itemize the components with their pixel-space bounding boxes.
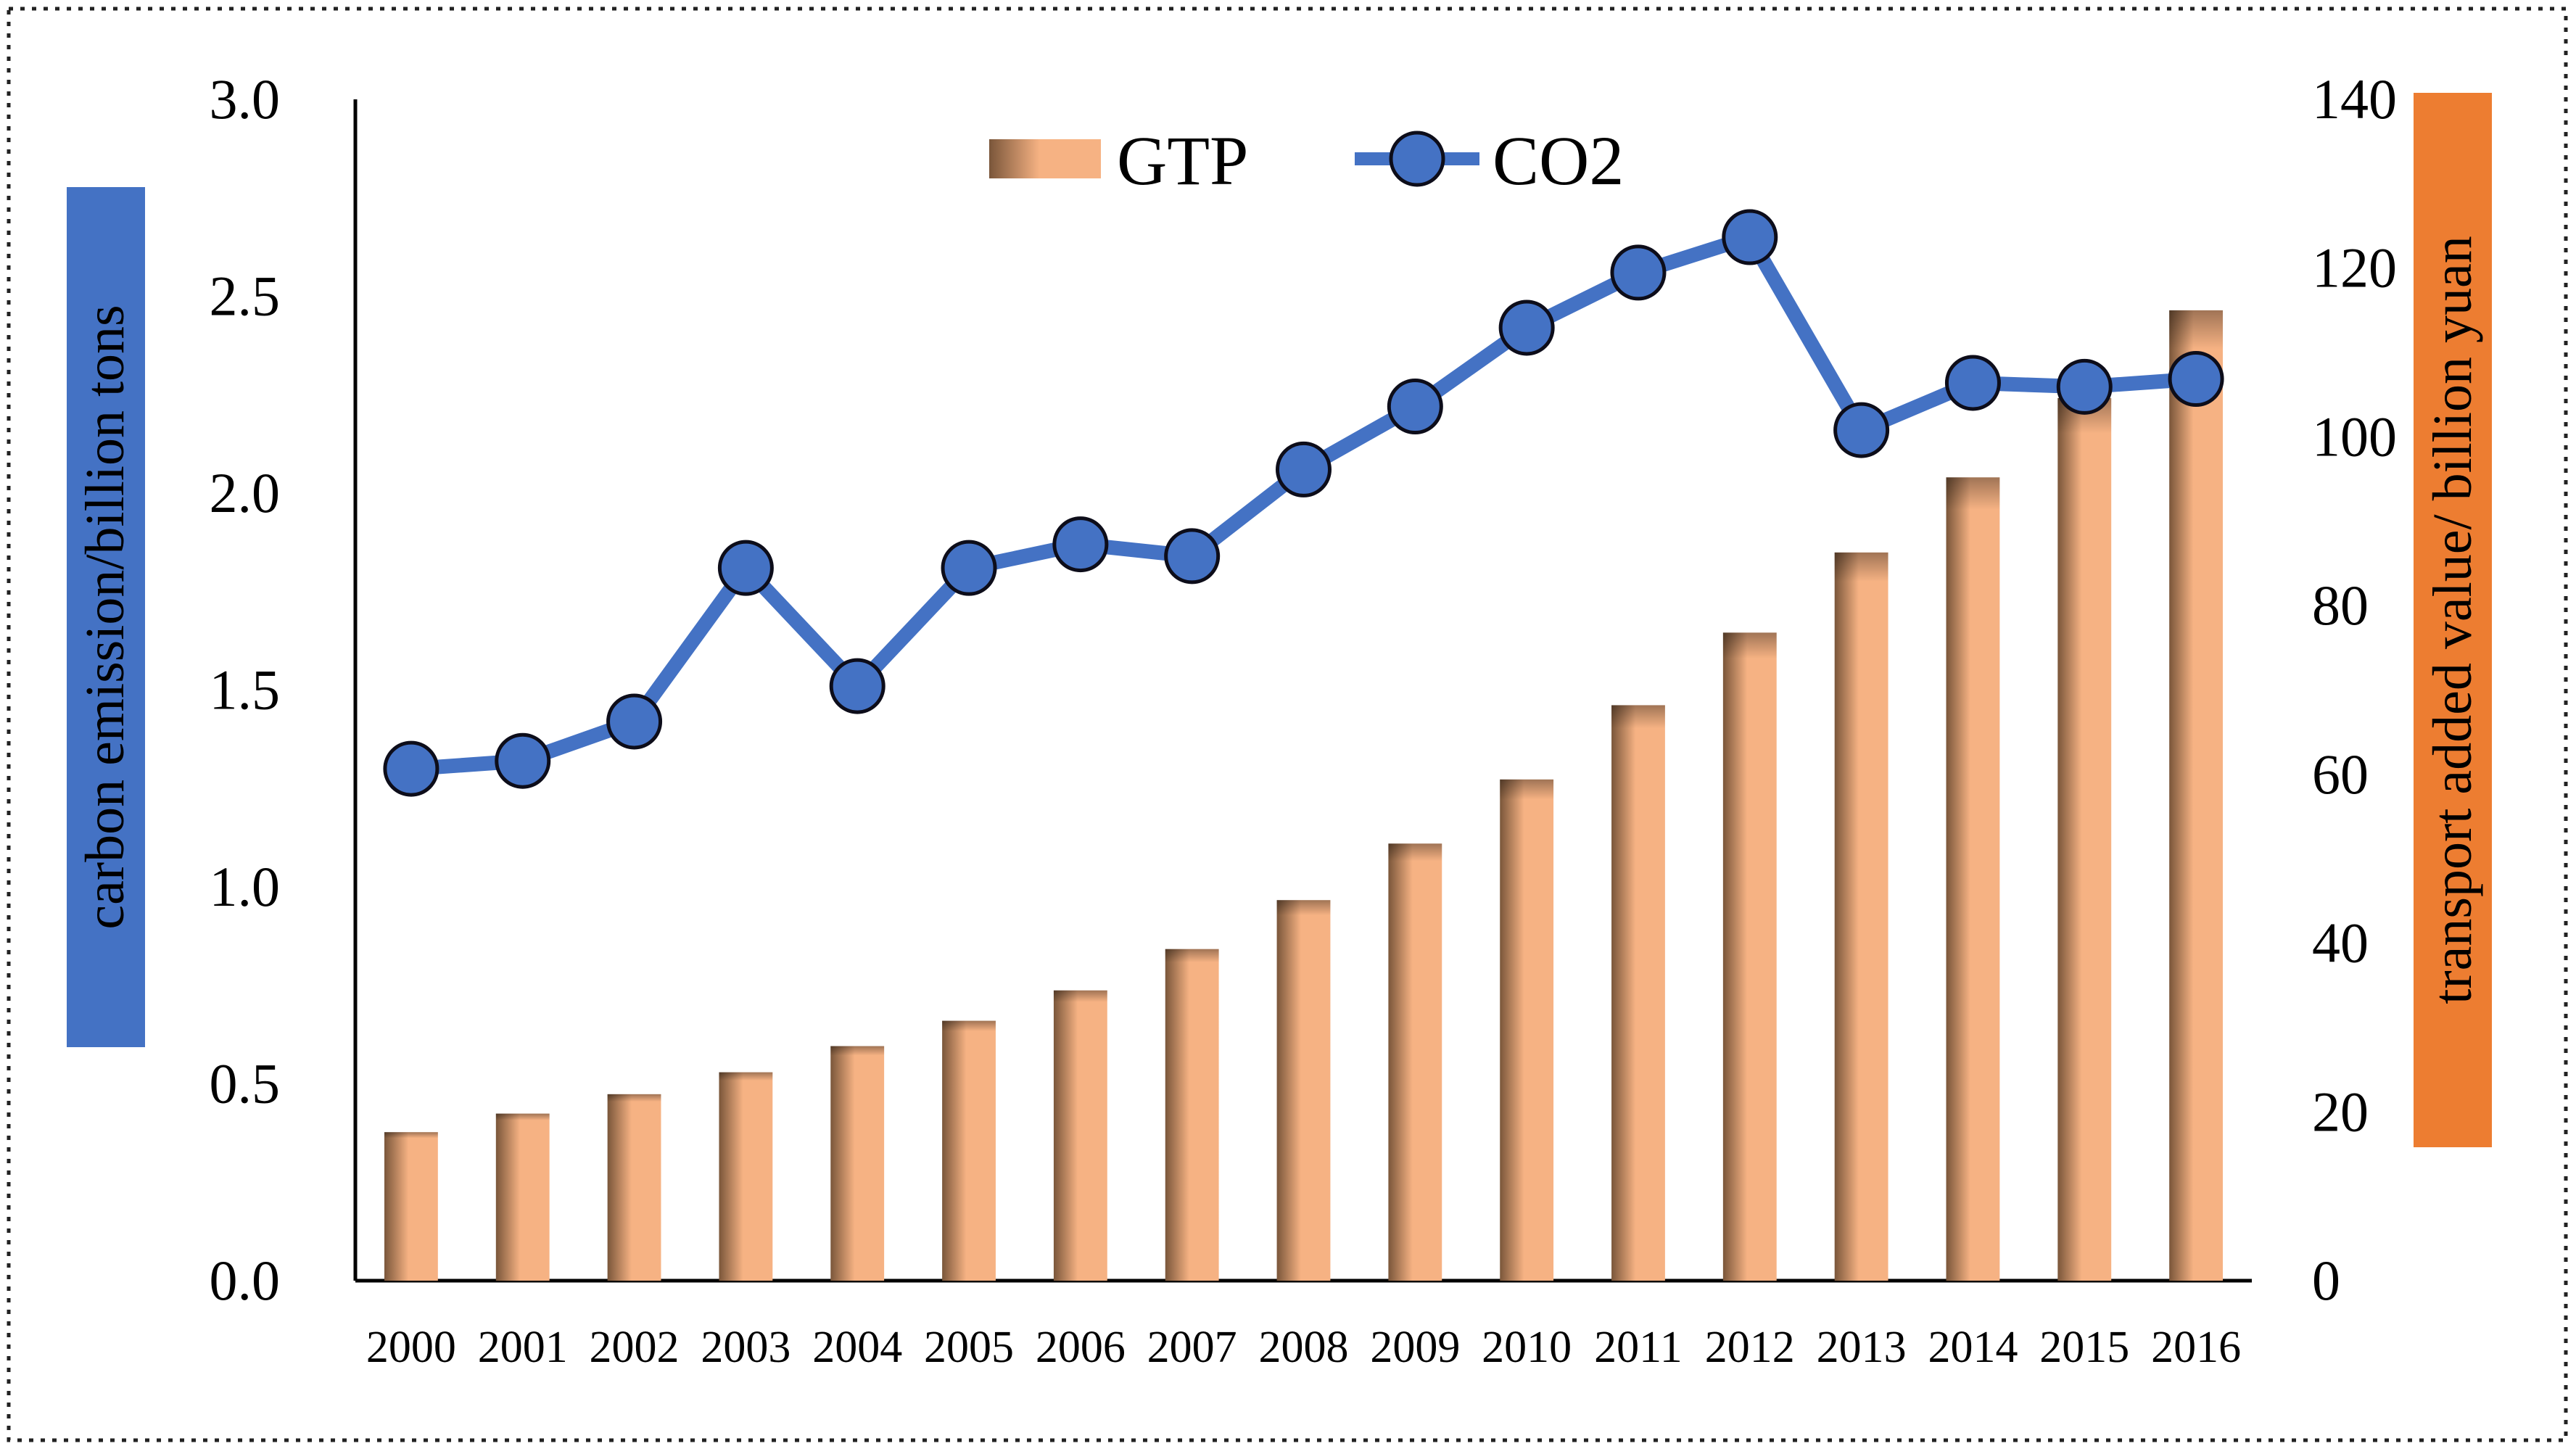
co2-point (1498, 300, 1555, 356)
gtp-bar-shade (607, 1094, 661, 1281)
gtp-bar-shade (1165, 949, 1219, 1281)
y-right-tick-label: 20 (2312, 1080, 2369, 1143)
x-tick-label: 2001 (478, 1323, 568, 1372)
gtp-bar-shade (1500, 779, 1554, 1281)
co2-line-series (383, 209, 2224, 797)
co2-point (1833, 402, 1890, 458)
gtp-bars (384, 310, 2224, 1281)
y-left-label-box: carbon emission/billion tons (67, 187, 145, 1047)
x-tick-label: 2006 (1036, 1323, 1126, 1372)
chart-frame (7, 7, 2568, 1442)
legend-gtp-swatch (989, 139, 1101, 178)
x-tick-label: 2003 (701, 1323, 790, 1372)
co2-point (1610, 244, 1667, 301)
legend-co2-label: CO2 (1493, 122, 1624, 199)
x-tick-label: 2010 (1482, 1323, 1572, 1372)
y-left-tick-label: 0.5 (210, 1052, 281, 1115)
gtp-bar-shade (1053, 990, 1107, 1281)
gtp-bar-shade (830, 1046, 885, 1281)
y-left-tick-label: 1.0 (210, 855, 281, 918)
x-tick-label: 2012 (1705, 1323, 1795, 1372)
co2-point (1944, 355, 2001, 411)
gtp-bar-shade (1946, 477, 2000, 1281)
gtp-bar-shade (1611, 705, 1665, 1281)
co2-point (1052, 516, 1109, 573)
co2-point (829, 658, 886, 714)
y-right-tick-label: 140 (2312, 67, 2397, 131)
y-right-tick-label: 100 (2312, 405, 2397, 468)
x-tick-label: 2008 (1259, 1323, 1349, 1372)
x-tick-label: 2002 (590, 1323, 680, 1372)
x-tick-label: 2005 (924, 1323, 1014, 1372)
gtp-bar-shade (2057, 397, 2112, 1281)
gtp-bar-shade (942, 1020, 996, 1281)
co2-point (1387, 379, 1443, 435)
y-left-tick-label: 1.5 (210, 658, 281, 722)
gtp-bar-shade (1388, 843, 1442, 1281)
gtp-bar-shade (1722, 632, 1777, 1281)
y-right-tick-label: 80 (2312, 574, 2369, 637)
gtp-bar-shade (2169, 310, 2224, 1281)
gtp-bar-shade (384, 1132, 438, 1281)
y-left-tick-label: 2.5 (210, 265, 281, 328)
co2-line (410, 230, 2197, 777)
gtp-bar-shade (1276, 900, 1331, 1281)
co2-point (383, 740, 439, 797)
legend: GTP CO2 (989, 122, 1624, 199)
tick-labels: 0.0 0.5 1.0 1.5 2.0 2.5 3.0 0 20 40 60 80 100 120 140 2… (210, 67, 2398, 1372)
x-tick-label: 2009 (1370, 1323, 1460, 1372)
y-left-tick-label: 2.0 (210, 461, 281, 524)
co2-point (495, 732, 551, 789)
co2-point (2056, 358, 2113, 415)
gtp-bar-shade (719, 1072, 773, 1281)
x-tick-label: 2004 (812, 1323, 902, 1372)
y-right-tick-label: 40 (2312, 912, 2369, 975)
y-right-tick-label: 0 (2312, 1249, 2340, 1312)
co2-point (1164, 528, 1221, 585)
x-tick-label: 2014 (1928, 1323, 2018, 1372)
legend-co2-marker (1389, 131, 1445, 187)
x-tick-label: 2007 (1147, 1323, 1237, 1372)
x-tick-label: 2016 (2151, 1323, 2241, 1372)
co2-point (941, 540, 997, 596)
x-tick-label: 2013 (1817, 1323, 1907, 1372)
y-left-axis-label: carbon emission/billion tons (75, 305, 136, 929)
y-left-tick-label: 0.0 (210, 1249, 281, 1312)
x-tick-label: 2015 (2039, 1323, 2129, 1372)
co2-point (606, 693, 663, 750)
y-right-tick-label: 60 (2312, 743, 2369, 806)
y-right-axis-label: transport added value/ billion yuan (2422, 236, 2483, 1004)
co2-point (2168, 351, 2224, 408)
gtp-bar-shade (495, 1113, 550, 1281)
gtp-bar-shade (1834, 552, 1888, 1281)
y-right-label-box: transport added value/ billion yuan (2414, 93, 2492, 1147)
x-tick-label: 2000 (366, 1323, 456, 1372)
co2-point (717, 540, 774, 596)
co2-point (1722, 209, 1778, 265)
co2-point (1276, 441, 1332, 497)
y-left-tick-label: 3.0 (210, 67, 281, 131)
x-tick-label: 2011 (1594, 1323, 1683, 1372)
y-right-tick-label: 120 (2312, 236, 2397, 300)
legend-gtp-label: GTP (1117, 122, 1248, 199)
